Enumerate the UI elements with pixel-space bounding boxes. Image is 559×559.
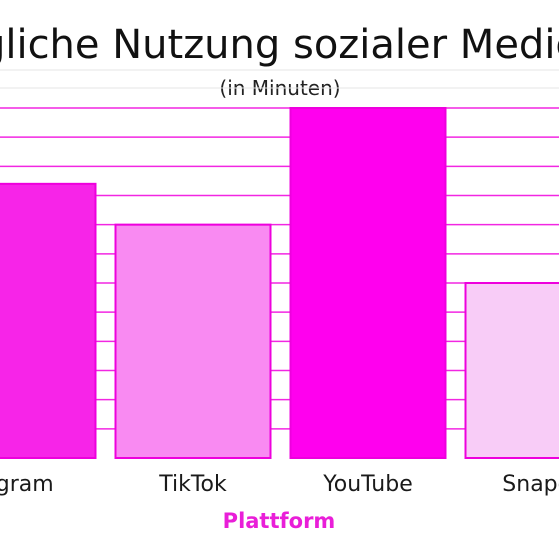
x-tick-label-1: TikTok [158, 472, 227, 497]
chart-title: gliche Nutzung sozialer Medie [0, 22, 559, 68]
x-tick-labels: agram TikTok YouTube Snapch [0, 472, 559, 497]
x-axis-title: Plattform [223, 509, 336, 533]
bars [0, 107, 559, 459]
bar-2 [289, 107, 447, 459]
x-tick-label-0: agram [0, 472, 54, 497]
bar-1 [114, 223, 272, 459]
x-tick-label-3: Snapch [502, 472, 559, 497]
bar-0 [0, 182, 97, 459]
bar-3 [464, 282, 559, 459]
x-tick-label-2: YouTube [322, 472, 412, 497]
